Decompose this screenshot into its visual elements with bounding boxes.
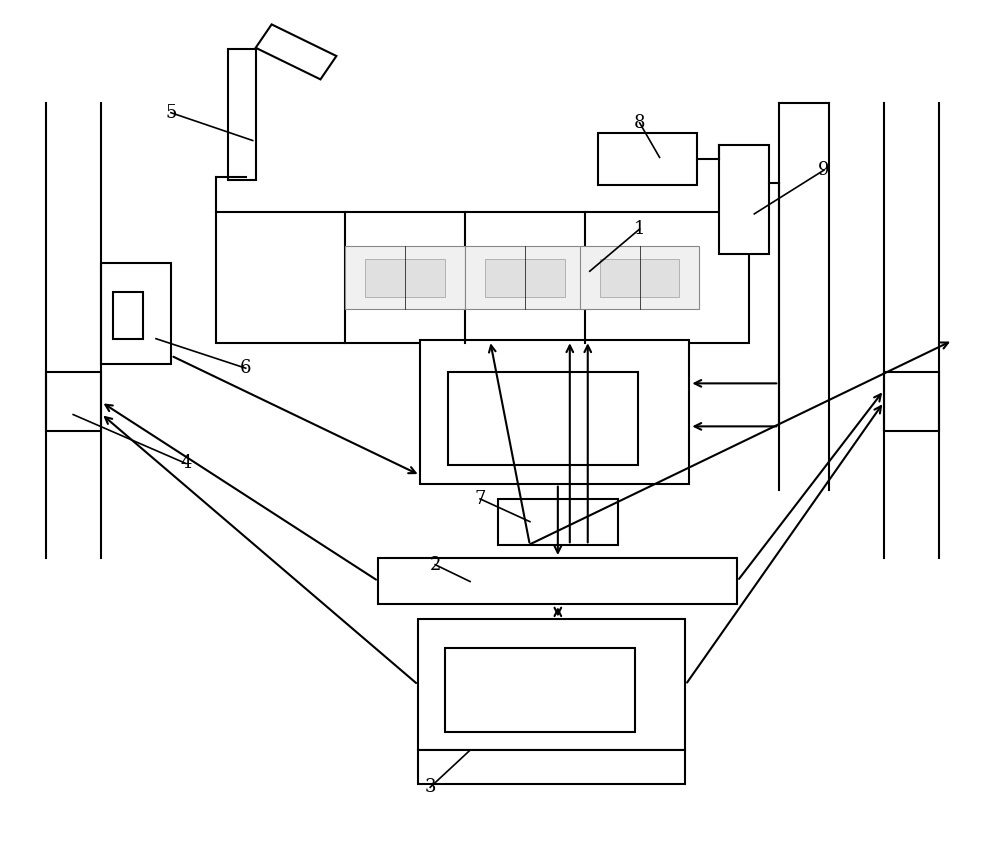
Bar (445, 648, 635, 733)
Text: 6: 6 (240, 360, 251, 377)
Bar (256, 25, 336, 80)
Bar (884, 372, 939, 431)
Bar (365, 259, 445, 296)
Bar (600, 259, 679, 296)
Text: 3: 3 (424, 778, 436, 796)
Text: 5: 5 (165, 104, 177, 122)
Text: 4: 4 (180, 454, 192, 472)
Bar (418, 619, 685, 750)
Text: 1: 1 (634, 220, 645, 238)
Bar (465, 246, 585, 309)
Text: 8: 8 (634, 114, 645, 132)
Bar (485, 259, 565, 296)
Bar (46, 372, 101, 431)
Bar (113, 293, 143, 338)
Bar (719, 145, 769, 255)
Bar (498, 499, 618, 546)
Bar (418, 750, 685, 784)
Text: 2: 2 (429, 556, 441, 574)
Bar (228, 49, 256, 180)
Text: 9: 9 (818, 161, 830, 179)
Bar (378, 558, 737, 604)
Bar (580, 246, 699, 309)
Bar (448, 372, 638, 465)
Bar (345, 246, 465, 309)
Bar (101, 263, 171, 364)
Bar (420, 340, 689, 484)
Text: 7: 7 (474, 490, 486, 508)
Bar (598, 133, 697, 185)
Bar (216, 212, 749, 343)
